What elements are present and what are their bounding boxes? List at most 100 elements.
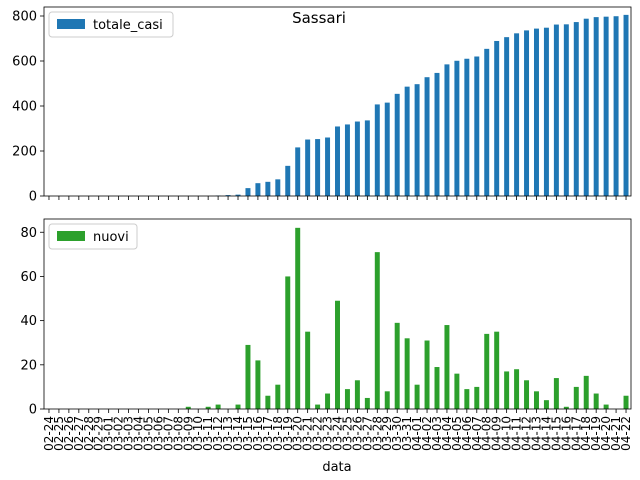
nuovi-bar [414, 384, 420, 409]
totale-casi-bar [295, 147, 301, 196]
nuovi-bar [255, 360, 261, 409]
x-tick-label: 04-15 [549, 416, 563, 451]
nuovi-bar [444, 325, 450, 409]
x-tick-label: 04-05 [450, 416, 464, 451]
nuovi-bar [185, 406, 191, 409]
x-tick-label: 03-26 [350, 416, 364, 451]
totale-casi-bar [464, 58, 470, 196]
legend-box [48, 11, 174, 38]
totale-casi-bar [235, 194, 241, 196]
totale-casi-bar [514, 33, 520, 197]
totale-casi-bar [245, 188, 251, 196]
x-tick-label: 03-28 [370, 416, 384, 451]
totale-casi-bar [384, 102, 390, 196]
totale-casi-bar [434, 72, 440, 196]
nuovi-bar [553, 378, 559, 409]
x-tick-label: 04-02 [420, 416, 434, 451]
x-tick-label: 03-23 [321, 416, 335, 451]
totale-casi-bar [524, 30, 530, 197]
x-tick-label: 03-11 [201, 416, 215, 451]
totale-casi-bar [484, 48, 490, 196]
totale-casi-bar [454, 60, 460, 197]
totale-casi-bar [404, 86, 410, 196]
totale-casi-bar [533, 28, 539, 196]
y-tick-label: 200 [12, 145, 37, 160]
x-tick-label: 03-14 [231, 416, 245, 451]
totale-casi-bar [414, 84, 420, 196]
nuovi-bar [494, 331, 500, 409]
x-tick-label: 03-08 [171, 416, 185, 451]
totale-casi-bar [573, 22, 579, 197]
nuovi-bar [305, 331, 311, 409]
legend-box [48, 223, 138, 250]
nuovi-bar [374, 252, 380, 409]
x-tick-label: 03-20 [291, 416, 305, 451]
totale-casi-bar [474, 56, 480, 196]
x-tick-label: 02-24 [42, 416, 56, 451]
x-tick-label: 03-19 [281, 416, 295, 451]
nuovi-bar [205, 406, 211, 409]
y-tick-label: 0 [29, 403, 37, 418]
plot-frame [43, 6, 632, 197]
x-tick-label: 03-10 [191, 416, 205, 451]
totale-casi-bar [335, 126, 340, 196]
nuovi-bar [603, 404, 609, 409]
x-tick-label: 02-28 [82, 416, 96, 451]
nuovi-bar [285, 276, 291, 409]
x-tick-label: 04-13 [529, 416, 543, 451]
totale-casi-panel: 0 200 400 600 800 totale_casi [12, 6, 632, 205]
x-tick-label: 03-15 [241, 416, 255, 451]
nuovi-bar [325, 393, 331, 409]
nuovi-bar [543, 400, 549, 409]
x-tick-label: 04-01 [410, 416, 424, 451]
nuovi-bar [235, 404, 241, 409]
x-tick-label: 04-04 [440, 416, 454, 451]
nuovi-bar [484, 333, 490, 409]
x-tick-label: 03-01 [102, 416, 116, 451]
totale-casi-bar [344, 124, 350, 196]
y-tick-label: 20 [20, 358, 37, 373]
nuovi-bar [434, 367, 440, 409]
nuovi-bar [424, 340, 430, 409]
nuovi-bar [533, 391, 539, 409]
totale-casi-bar [583, 18, 589, 197]
nuovi-bar [593, 393, 599, 409]
x-tick-label: 04-20 [599, 416, 613, 451]
x-tick-label: 04-16 [559, 416, 573, 451]
nuovi-bar [394, 322, 400, 409]
x-tick-label: 04-09 [490, 416, 504, 451]
totale-casi-bar [275, 179, 281, 196]
x-tick-label: 03-18 [271, 416, 285, 451]
x-tick-label: 04-11 [510, 416, 524, 451]
x-tick-label: 02-29 [92, 416, 106, 451]
legend-swatch [57, 19, 85, 29]
x-tick-label: 03-25 [340, 416, 354, 451]
x-tick-label: 03-06 [151, 416, 165, 451]
x-tick-label: 03-29 [380, 416, 394, 451]
nuovi-bar [623, 395, 629, 409]
x-tick-label: 04-18 [579, 416, 593, 451]
totale-casi-bar [494, 40, 500, 196]
x-tick-label: 03-31 [400, 416, 414, 451]
x-tick-label: 03-24 [331, 416, 345, 451]
totale-casi-bar [504, 37, 510, 197]
x-tick-label: 04-06 [460, 416, 474, 451]
x-tick-label: 04-10 [500, 416, 514, 451]
totale-casi-bar [364, 120, 370, 196]
nuovi-bar [563, 406, 569, 409]
totale-casi-bar [543, 27, 549, 197]
totale-casi-bar [255, 183, 261, 196]
x-tick-label: 04-12 [520, 416, 534, 451]
nuovi-panel: 02040608002-2402-2502-2602-2702-2802-290… [20, 218, 633, 451]
y-tick-label: 800 [12, 10, 37, 25]
x-tick-label: 03-05 [141, 416, 155, 451]
totale-casi-bar [603, 16, 609, 196]
nuovi-bar [344, 389, 350, 409]
totale-casi-bar [265, 181, 271, 196]
x-tick-label: 03-13 [221, 416, 235, 451]
totale-casi-bar [623, 14, 629, 196]
x-tick-label: 04-22 [619, 416, 633, 451]
nuovi-bar [215, 404, 221, 409]
nuovi-bar [315, 404, 321, 409]
x-tick-label: 03-27 [360, 416, 374, 451]
